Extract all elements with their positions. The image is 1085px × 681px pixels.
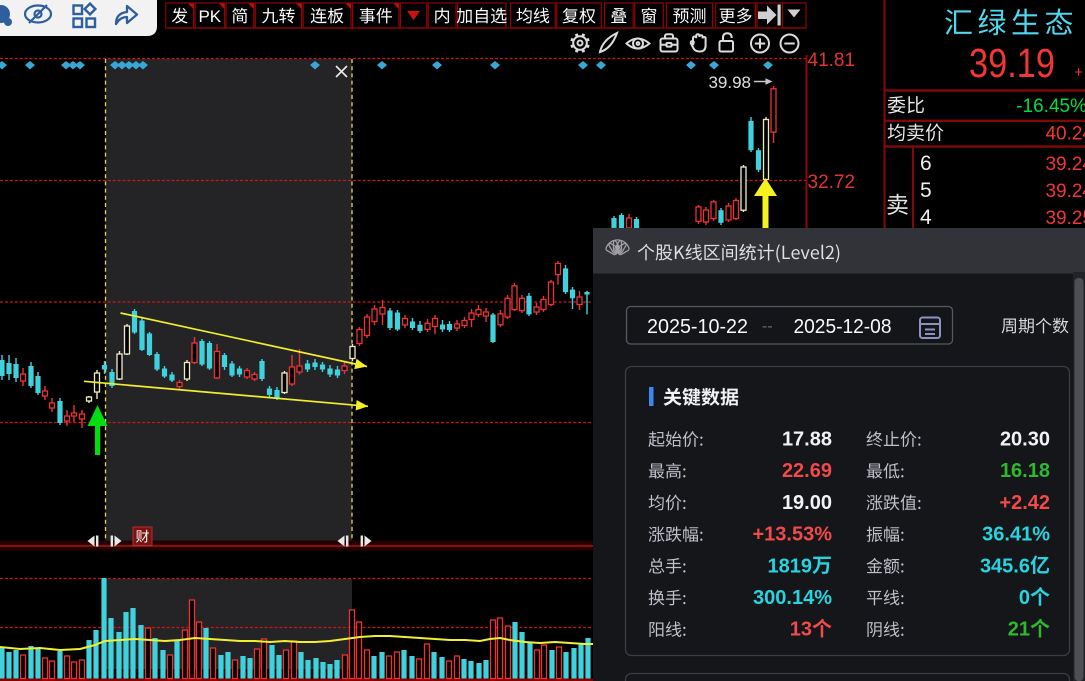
svg-text:13: 13 — [790, 619, 812, 641]
svg-text:32.72: 32.72 — [808, 172, 856, 193]
svg-text:17.88: 17.88 — [782, 429, 832, 451]
svg-text:19.00: 19.00 — [782, 492, 832, 514]
svg-text:PK: PK — [198, 7, 221, 26]
svg-text:41.81: 41.81 — [808, 50, 856, 71]
svg-text:2025-12-08: 2025-12-08 — [794, 316, 892, 338]
svg-text:39.24: 39.24 — [1045, 181, 1085, 202]
svg-text:345.6: 345.6 — [980, 555, 1030, 577]
svg-text:21: 21 — [1008, 619, 1030, 641]
svg-text:5: 5 — [920, 179, 932, 202]
svg-text:36.41%: 36.41% — [982, 524, 1050, 546]
svg-text:-16.45%: -16.45% — [1016, 96, 1085, 117]
svg-text:16.18: 16.18 — [1000, 460, 1050, 482]
svg-text:39.25: 39.25 — [1045, 208, 1085, 229]
svg-text:39.24: 39.24 — [1045, 154, 1085, 175]
svg-text:+2.42: +2.42 — [999, 492, 1050, 514]
svg-text:+13.53%: +13.53% — [752, 524, 832, 546]
svg-text:0: 0 — [1019, 587, 1030, 609]
svg-text:20.30: 20.30 — [1000, 429, 1050, 451]
svg-text:22.69: 22.69 — [782, 460, 832, 482]
svg-text:6: 6 — [920, 152, 932, 175]
svg-text:4: 4 — [920, 206, 932, 229]
svg-text:--: -- — [762, 318, 773, 335]
svg-text:2025-10-22: 2025-10-22 — [647, 316, 748, 338]
svg-text:1819: 1819 — [768, 555, 813, 577]
svg-text:40.24: 40.24 — [1045, 124, 1085, 145]
svg-text:300.14%: 300.14% — [753, 587, 832, 609]
svg-text:39.19: 39.19 — [969, 40, 1055, 86]
svg-text:39.98: 39.98 — [708, 73, 751, 92]
svg-text:+: + — [1074, 64, 1083, 81]
